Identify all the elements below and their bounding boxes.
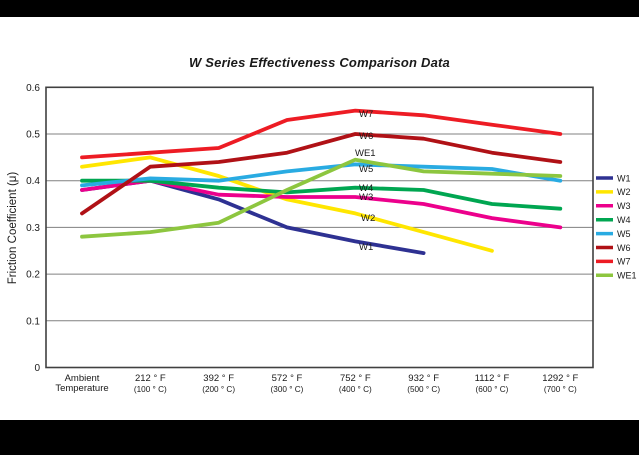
legend-label-W6: W6	[617, 243, 631, 253]
y-tick-label: 0.3	[26, 223, 40, 234]
y-tick-label: 0.4	[26, 176, 40, 187]
x-tick-sublabel: (600 ° C)	[476, 385, 509, 394]
x-tick-sublabel: (700 ° C)	[544, 385, 577, 394]
legend-label-W7: W7	[617, 257, 631, 267]
legend-label-W5: W5	[617, 229, 631, 239]
series-label-W6: W6	[359, 131, 373, 142]
series-line-W7	[80, 108, 563, 160]
legend-label-W1: W1	[617, 173, 631, 183]
legend-label-WE1: WE1	[617, 271, 637, 281]
series-line-W4	[80, 178, 563, 211]
top-black-bar	[0, 0, 639, 17]
series-label-W1: W1	[359, 242, 373, 253]
y-tick-label: 0	[34, 363, 40, 374]
series-label-W5: W5	[359, 164, 373, 175]
series-line-W6	[80, 132, 563, 216]
series-label-W3: W3	[359, 192, 373, 203]
legend-label-W3: W3	[617, 201, 631, 211]
series-line-W2	[80, 155, 494, 253]
chart-title: W Series Effectiveness Comparison Data	[189, 55, 450, 70]
series-label-WE1: WE1	[355, 148, 376, 159]
series-label-W4: W4	[359, 183, 373, 194]
y-tick-label: 0.5	[26, 130, 40, 141]
x-tick-sublabel: Temperature	[55, 383, 108, 394]
series-label-W2: W2	[361, 213, 375, 224]
x-tick-label: 1112 ° F	[475, 373, 510, 384]
legend-label-W4: W4	[617, 215, 631, 225]
x-tick-label: 212 ° F	[135, 373, 166, 384]
plot-border	[45, 86, 594, 369]
legend	[596, 176, 613, 278]
x-tick-label: 572 ° F	[272, 373, 303, 384]
y-tick-label: 0.1	[26, 316, 40, 327]
legend-label-W2: W2	[617, 187, 631, 197]
x-tick-label: 392 ° F	[203, 373, 234, 384]
x-tick-label: 932 ° F	[408, 373, 439, 384]
x-tick-label: 752 ° F	[340, 373, 371, 384]
x-tick-sublabel: (200 ° C)	[202, 385, 235, 394]
y-tick-label: 0.6	[26, 83, 40, 94]
x-tick-sublabel: (500 ° C)	[407, 385, 440, 394]
x-tick-sublabel: (300 ° C)	[271, 385, 304, 394]
x-tick-label: Ambient	[65, 373, 100, 384]
x-tick-sublabel: (400 ° C)	[339, 385, 372, 394]
series-line-WE1	[80, 157, 563, 239]
bottom-black-bar	[0, 420, 639, 455]
y-tick-label: 0.2	[26, 270, 40, 281]
series-label-W7: W7	[359, 109, 373, 120]
x-tick-label: 1292 ° F	[542, 373, 578, 384]
series-line-W5	[80, 162, 563, 188]
x-tick-sublabel: (100 ° C)	[134, 385, 167, 394]
